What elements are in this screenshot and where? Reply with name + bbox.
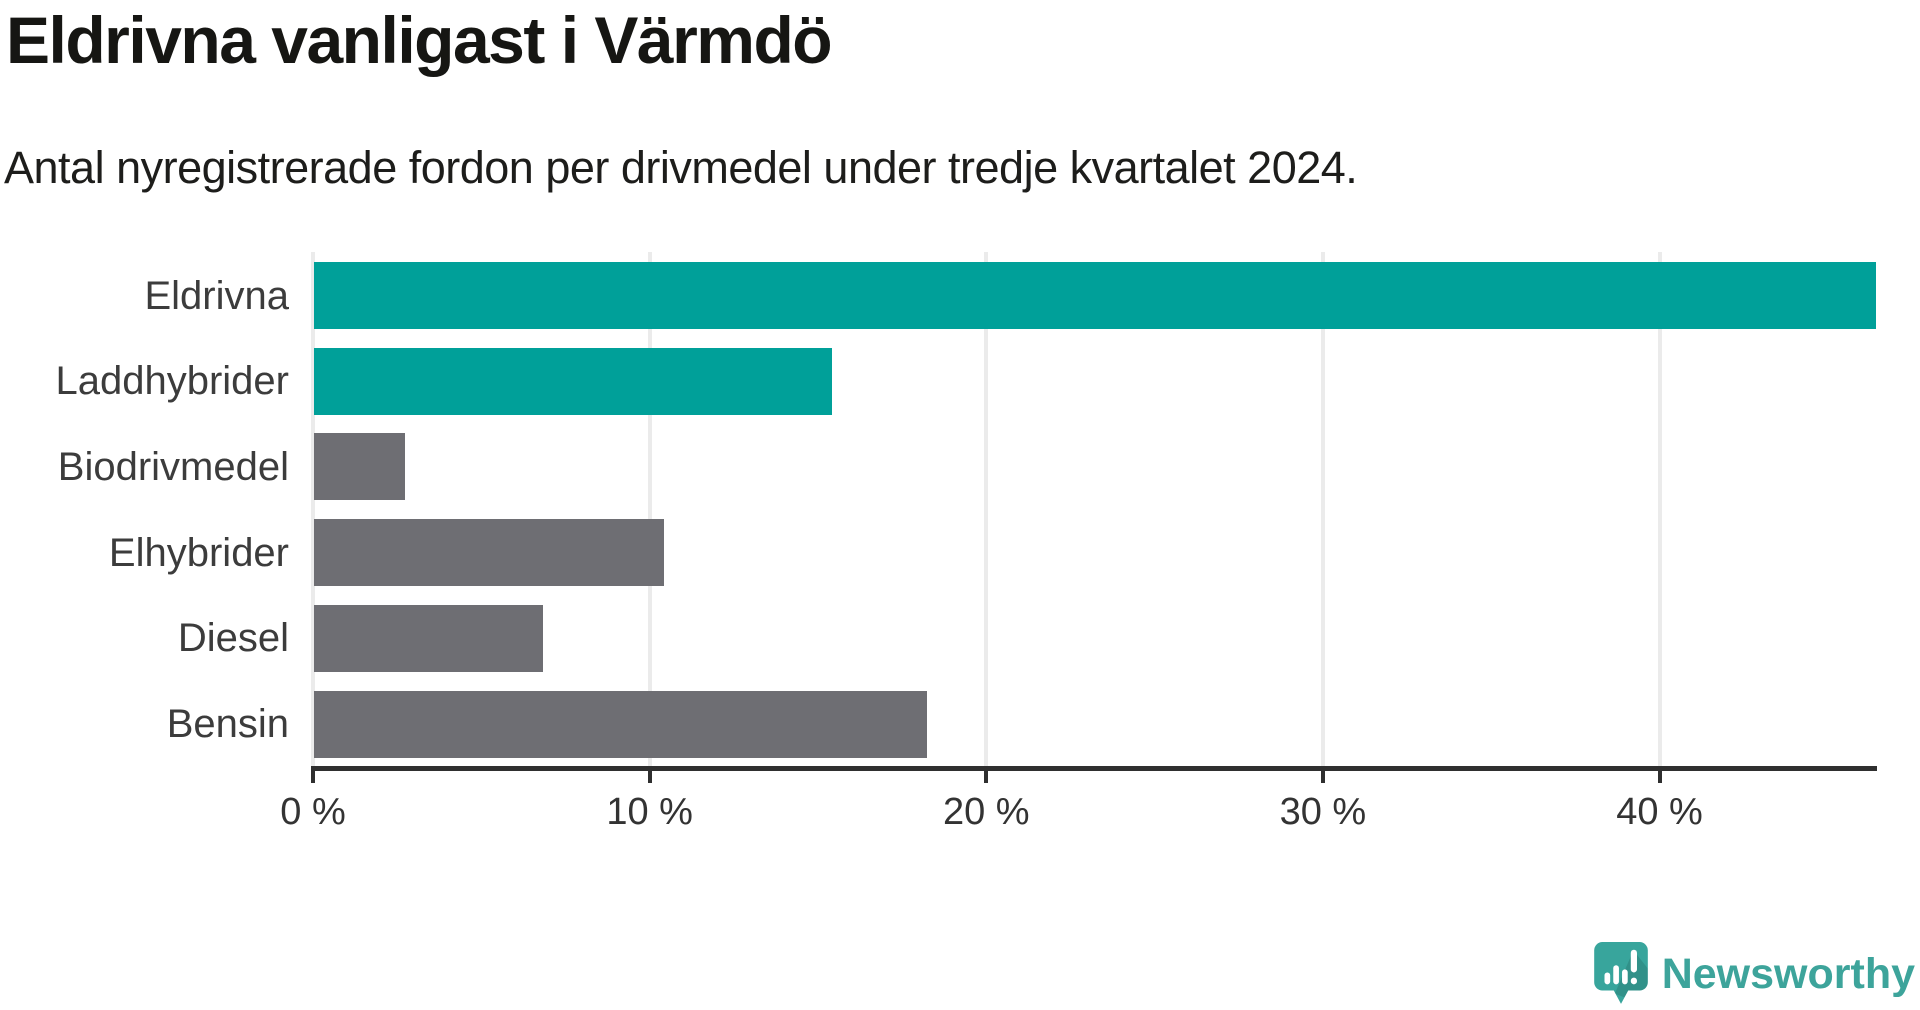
gridline-10 — [647, 252, 652, 766]
gridline-40 — [1657, 252, 1662, 766]
ylabel-elhybrider: Elhybrider — [108, 530, 289, 575]
newsworthy-logo-icon — [1593, 942, 1648, 1004]
newsworthy-brand-name: Newsworthy — [1661, 949, 1915, 998]
gridline-0 — [311, 252, 315, 766]
x-tick-10 — [647, 771, 652, 783]
bar-laddhybrider — [314, 347, 832, 415]
ylabel-biodrivmedel: Biodrivmedel — [57, 444, 289, 489]
bar-elhybrider — [314, 519, 664, 587]
ylabel-diesel: Diesel — [177, 616, 289, 661]
bar-eldrivna — [314, 262, 1876, 329]
gridline-30 — [1320, 252, 1325, 766]
chart-title: Eldrivna vanligast i Värmdö — [6, 3, 833, 77]
bar-biodrivmedel — [314, 433, 405, 501]
x-tick-label-30: 30 % — [1279, 791, 1367, 833]
bar-diesel — [314, 604, 543, 672]
bar-bensin — [314, 690, 927, 758]
x-tick-0 — [311, 771, 315, 783]
ylabel-bensin: Bensin — [166, 702, 289, 746]
x-tick-label-40: 40 % — [1616, 791, 1703, 833]
gridline-20 — [984, 252, 989, 766]
x-tick-label-20: 20 % — [942, 791, 1030, 833]
x-tick-40 — [1657, 771, 1662, 783]
x-tick-label-0: 0 % — [280, 791, 346, 833]
newsworthy-logo: Newsworthy — [1593, 941, 1915, 1007]
x-tick-label-10: 10 % — [606, 791, 693, 833]
x-axis-line — [311, 766, 1877, 771]
chart-subtitle: Antal nyregistrerade fordon per drivmede… — [4, 142, 1358, 193]
x-tick-20 — [984, 771, 989, 783]
ylabel-laddhybrider: Laddhybrider — [55, 359, 290, 404]
ylabel-eldrivna: Eldrivna — [144, 273, 289, 318]
x-tick-30 — [1320, 771, 1325, 783]
